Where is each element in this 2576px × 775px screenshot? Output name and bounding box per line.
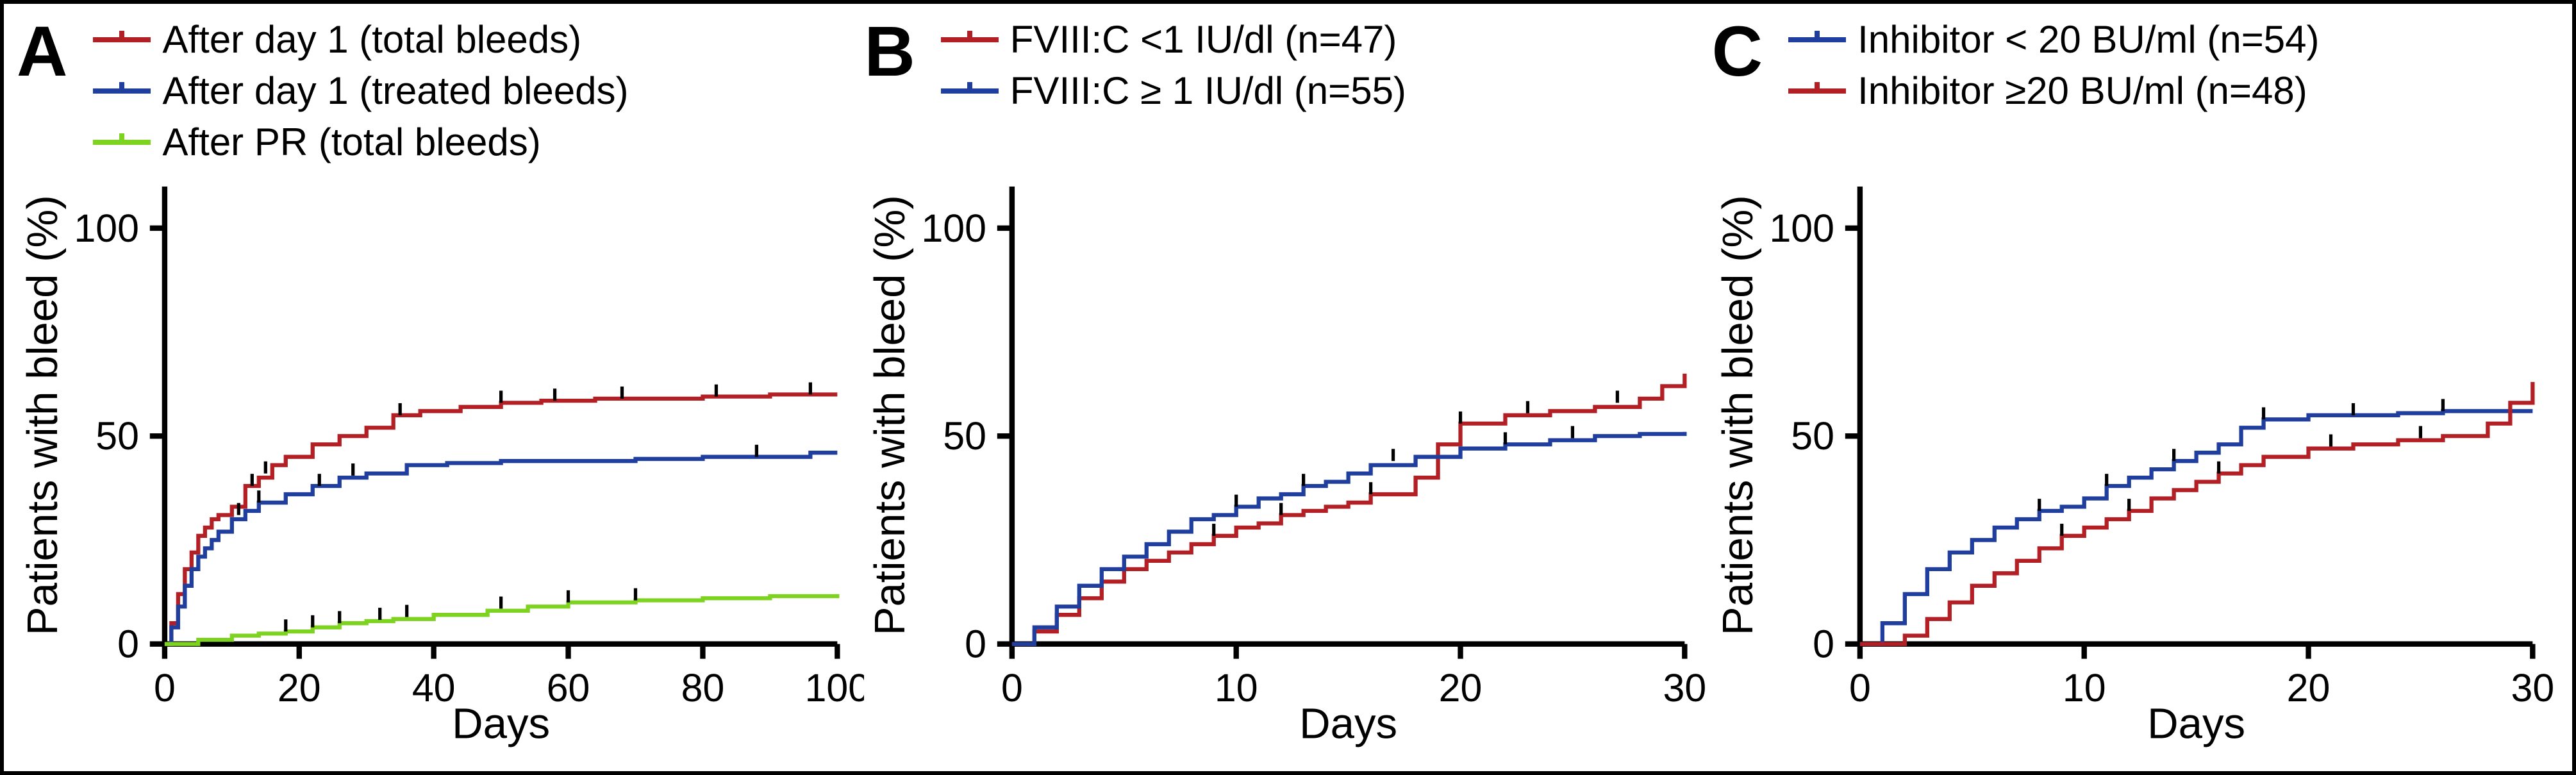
- legend-swatch: [93, 129, 151, 155]
- y-tick-label: 50: [96, 414, 139, 458]
- panel-b-svg: 0 10 20 30 0 50 100 Days Patients with bleed (%): [864, 173, 1711, 758]
- panel-b-header: B FVIII:C <1 IU/dl (n=47) FVIII:C ≥ 1 IU/…: [864, 10, 1711, 167]
- legend-swatch: [93, 78, 151, 104]
- legend-label: Inhibitor ≥20 BU/ml (n=48): [1857, 68, 2307, 114]
- y-tick-label: 50: [943, 414, 987, 458]
- x-tick-label: 20: [1439, 666, 1483, 710]
- panel-c-svg: 0 10 20 30 0 50 100 Days Patients with bleed (%): [1712, 173, 2559, 758]
- series-fviii-ge1: [1012, 432, 1684, 644]
- legend-item: After day 1 (treated bleeds): [93, 68, 628, 114]
- x-tick-label: 30: [2511, 666, 2554, 710]
- legend-label: After day 1 (treated bleeds): [162, 68, 628, 114]
- y-tick-label: 0: [965, 622, 986, 666]
- legend-swatch: [1788, 78, 1846, 104]
- series-inhib-ge20: [1860, 382, 2532, 644]
- x-tick-label: 0: [154, 666, 176, 710]
- panel-b-letter: B: [864, 17, 915, 87]
- panel-a-plot: 0 20 40 60 80 100 0 50 100 Days Patients with blee…: [17, 173, 864, 758]
- legend-item: FVIII:C <1 IU/dl (n=47): [941, 17, 1406, 63]
- y-axis-label: Patients with bleed (%): [1714, 195, 1762, 635]
- x-tick-label: 20: [278, 666, 321, 710]
- legend-swatch: [1788, 27, 1846, 53]
- x-tick-label: 0: [1849, 666, 1871, 710]
- y-tick-label: 100: [922, 206, 987, 250]
- legend-item: Inhibitor ≥20 BU/ml (n=48): [1788, 68, 2319, 114]
- panel-a-header: A After day 1 (total bleeds)After day 1 …: [17, 10, 864, 167]
- y-tick-label: 0: [1813, 622, 1834, 666]
- legend-item: After PR (total bleeds): [93, 119, 628, 165]
- panel-c-plot: 0 10 20 30 0 50 100 Days Patients with bleed (%): [1712, 173, 2559, 758]
- x-axis-label: Days: [1299, 700, 1397, 748]
- y-tick-label: 100: [74, 206, 139, 250]
- x-axis-label: Days: [452, 700, 550, 748]
- x-tick-label: 60: [547, 666, 590, 710]
- legend-swatch: [941, 27, 999, 53]
- legend-label: After PR (total bleeds): [162, 119, 540, 165]
- series-inhib-lt20: [1860, 411, 2532, 644]
- x-tick-label: 10: [2063, 666, 2106, 710]
- panel-b: B FVIII:C <1 IU/dl (n=47) FVIII:C ≥ 1 IU/…: [864, 10, 1711, 758]
- legend-item: FVIII:C ≥ 1 IU/dl (n=55): [941, 68, 1406, 114]
- y-axis-label: Patients with bleed (%): [866, 195, 914, 635]
- series-after-day1-treated: [165, 453, 837, 644]
- x-tick-label: 80: [681, 666, 725, 710]
- panel-c-legend: Inhibitor < 20 BU/ml (n=54) Inhibitor ≥20…: [1788, 17, 2319, 114]
- y-axis-label: Patients with bleed (%): [19, 195, 67, 635]
- x-tick-label: 40: [412, 666, 456, 710]
- x-tick-label: 10: [1215, 666, 1258, 710]
- y-tick-label: 50: [1791, 414, 1834, 458]
- legend-label: Inhibitor < 20 BU/ml (n=54): [1857, 17, 2319, 63]
- panel-c-header: C Inhibitor < 20 BU/ml (n=54) Inhibitor ≥…: [1712, 10, 2559, 167]
- panel-a-legend: After day 1 (total bleeds) After day 1 (t…: [93, 17, 628, 165]
- panel-b-plot: 0 10 20 30 0 50 100 Days Patients with bleed (%): [864, 173, 1711, 758]
- x-axis-label: Days: [2147, 700, 2245, 748]
- legend-label: FVIII:C <1 IU/dl (n=47): [1010, 17, 1397, 63]
- panel-a-letter: A: [17, 17, 67, 87]
- legend-swatch: [93, 27, 151, 53]
- legend-label: FVIII:C ≥ 1 IU/dl (n=55): [1010, 68, 1406, 114]
- x-tick-label: 30: [1663, 666, 1707, 710]
- series-fviii-lt1: [1012, 374, 1684, 644]
- legend-item: Inhibitor < 20 BU/ml (n=54): [1788, 17, 2319, 63]
- panel-a-svg: 0 20 40 60 80 100 0 50 100 Days Patients with blee…: [17, 173, 864, 758]
- figure-frame: A After day 1 (total bleeds)After day 1 …: [0, 0, 2576, 775]
- panel-c: C Inhibitor < 20 BU/ml (n=54) Inhibitor ≥…: [1712, 10, 2559, 758]
- legend-label: After day 1 (total bleeds): [162, 17, 581, 63]
- panel-a: A After day 1 (total bleeds)After day 1 …: [17, 10, 864, 758]
- panel-b-legend: FVIII:C <1 IU/dl (n=47) FVIII:C ≥ 1 IU/dl…: [941, 17, 1406, 114]
- x-tick-label: 100: [805, 666, 865, 710]
- x-tick-label: 0: [1001, 666, 1023, 710]
- y-tick-label: 0: [117, 622, 139, 666]
- legend-item: After day 1 (total bleeds): [93, 17, 628, 63]
- legend-swatch: [941, 78, 999, 104]
- y-tick-label: 100: [1769, 206, 1834, 250]
- x-tick-label: 20: [2286, 666, 2330, 710]
- panel-c-letter: C: [1712, 17, 1763, 87]
